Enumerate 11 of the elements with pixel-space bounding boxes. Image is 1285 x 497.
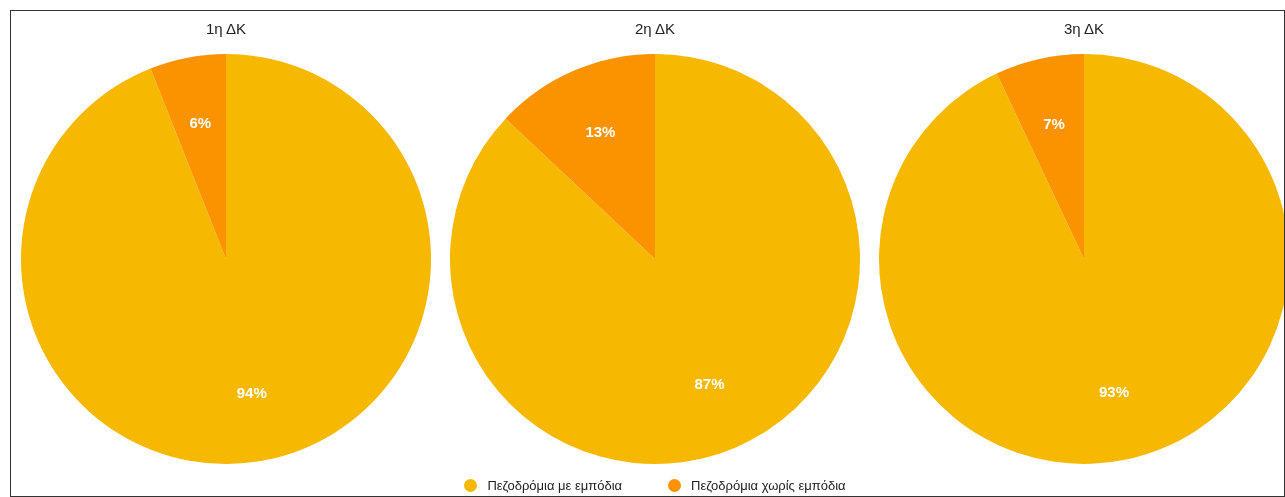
data-label: 93% [1098,383,1129,401]
legend-label: Πεζοδρόμια με εμπόδια [487,478,623,493]
data-label: 87% [694,375,725,393]
chart-title: 3η ΔΚ [1063,20,1105,38]
data-label: 13% [585,123,616,141]
data-label: 94% [236,384,267,402]
data-label: 6% [189,114,212,132]
chart-title: 2η ΔΚ [634,20,676,38]
data-label: 7% [1043,115,1065,133]
legend-label: Πεζοδρόμια χωρίς εμπόδια [691,478,846,493]
chart-title: 1η ΔΚ [205,20,247,38]
